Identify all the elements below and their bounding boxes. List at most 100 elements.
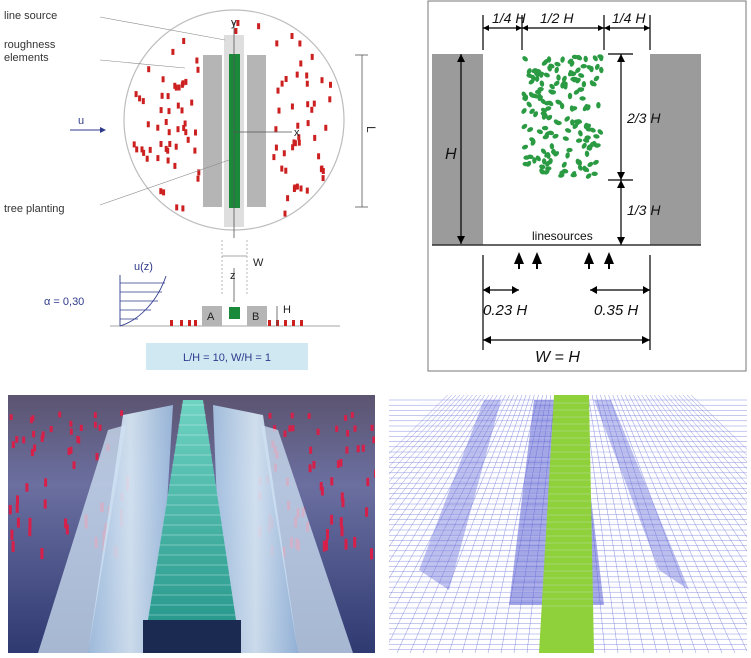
roughness-peg: [22, 436, 26, 444]
roughness-element: [190, 99, 194, 106]
d035-label: 0.35 H: [594, 302, 638, 319]
roughness-peg: [309, 446, 313, 454]
tree-leaf: [555, 99, 562, 105]
z-label: z: [230, 270, 236, 282]
roughness-peg: [95, 453, 99, 461]
roughness-element: [180, 107, 184, 114]
photo-illustration: [8, 395, 377, 653]
tree-leaf: [530, 139, 536, 146]
roughness-peg: [350, 412, 354, 418]
tree-leaf: [584, 123, 592, 129]
tree-leaf: [559, 102, 565, 110]
tree-leaf: [587, 161, 594, 167]
w-eq-h-label: W = H: [535, 349, 580, 366]
roughness-peg: [346, 430, 350, 437]
tree-leaf: [521, 108, 527, 114]
tree-leaf: [575, 138, 583, 143]
tree-leaf: [593, 134, 600, 139]
roughness-peg: [325, 539, 328, 551]
tree-leaf: [585, 173, 592, 179]
tree-leaf: [573, 89, 580, 95]
elevation-roughness-group: [170, 320, 303, 326]
roughness-element: [293, 184, 297, 191]
tree-planting-strip: [229, 54, 240, 208]
roughness-peg: [366, 477, 370, 487]
roughness-element: [156, 155, 160, 162]
tree-leaf: [546, 114, 553, 121]
tree-leaf: [541, 158, 547, 165]
roughness-peg: [340, 492, 344, 502]
roughness-peg: [32, 430, 36, 438]
roughness-peg: [268, 412, 272, 419]
roughness-element: [194, 320, 197, 326]
roughness-element: [159, 107, 163, 114]
roughness-elements-group: [132, 20, 332, 217]
roughness-element: [148, 146, 152, 153]
roughness-element: [299, 60, 303, 67]
roughness-peg: [28, 526, 32, 537]
left-h-label: H: [445, 146, 457, 163]
roughness-element: [142, 149, 146, 156]
tree-leaf: [570, 76, 577, 82]
roughness-element: [295, 71, 299, 78]
ratio-box: [146, 343, 308, 370]
building-right: [247, 55, 266, 207]
roughness-element: [182, 38, 186, 44]
tree-leaf: [544, 169, 550, 175]
roughness-element: [166, 157, 170, 164]
cross-section-diagram: 1/4 H 1/2 H 1/4 H H 2/3 H 1/3 H linesour…: [427, 0, 747, 372]
roughness-element: [291, 144, 295, 151]
tree-leaf: [584, 150, 590, 157]
left-glass-box: [88, 405, 173, 653]
roughness-peg: [16, 495, 19, 505]
roughness-element: [305, 80, 309, 87]
tree-leaf: [547, 65, 552, 72]
tree-zone-mesh: [539, 395, 594, 653]
roughness-element: [320, 77, 324, 84]
tree-leaf: [554, 61, 561, 67]
roughness-element: [274, 144, 278, 151]
roughness-element: [275, 40, 279, 47]
roughness-element: [156, 124, 160, 131]
roughness-element: [328, 96, 332, 103]
tree-leaf: [541, 125, 549, 131]
tree-leaf: [577, 164, 583, 171]
tree-leaf: [591, 171, 598, 177]
tree-leaf: [592, 159, 599, 165]
tree-leaf: [552, 133, 559, 139]
roughness-peg: [336, 460, 340, 468]
top-dimension-arrows: [483, 25, 650, 31]
tree-leaf: [574, 119, 580, 125]
half-h-label: 1/2 H: [540, 10, 574, 26]
ground-track: [143, 620, 241, 653]
tree-leaf: [571, 171, 577, 177]
tree-leaf: [540, 107, 547, 113]
roughness-peg: [353, 536, 357, 548]
tree-planting-label: tree planting: [4, 203, 65, 215]
roughness-peg: [322, 540, 326, 552]
tree-leaf: [592, 55, 598, 62]
roughness-element: [329, 81, 332, 88]
roughness-peg: [69, 446, 73, 454]
roughness-element: [176, 102, 180, 109]
alpha-label: α = 0,30: [44, 296, 84, 308]
roughness-peg: [370, 548, 373, 560]
wind-tunnel-photo: [8, 395, 377, 653]
tree-leaf: [575, 67, 581, 73]
tree-leaf: [544, 152, 550, 158]
tree-leaf: [594, 143, 601, 148]
profile-arrows-group: [120, 282, 165, 320]
tree-leaf: [559, 170, 566, 175]
roughness-peg: [67, 447, 71, 455]
roughness-peg: [65, 524, 69, 535]
roughness-element: [177, 84, 181, 91]
roughness-element: [277, 107, 281, 114]
roughness-element: [166, 93, 170, 100]
tree-leaf: [534, 75, 540, 82]
roughness-element: [159, 141, 163, 147]
roughness-peg: [58, 411, 62, 418]
roughness-element: [320, 165, 324, 172]
setup-diagram: y x line source roughness elements tree …: [4, 9, 378, 370]
ratio-label: L/H = 10, W/H = 1: [183, 352, 271, 364]
roughness-element: [181, 205, 185, 212]
